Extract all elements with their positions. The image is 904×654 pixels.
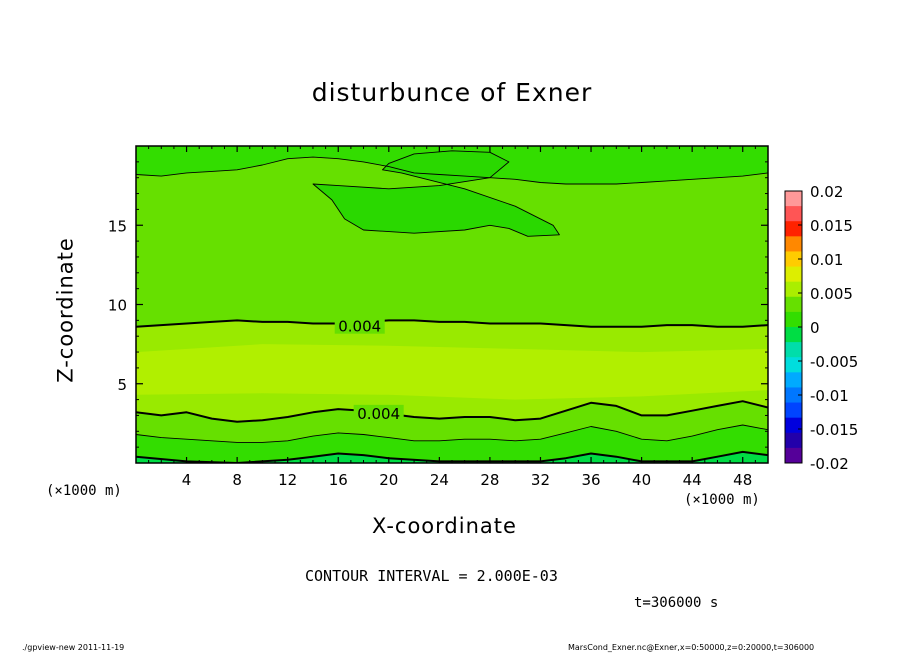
contour-label-0: 0.004 <box>338 318 381 336</box>
x-tick-label-48: 48 <box>733 471 752 489</box>
colorbar-tick-label: -0.015 <box>810 421 858 439</box>
x-tick-label-32: 32 <box>531 471 550 489</box>
colorbar: 0.02 0.015 0.01 0.005 0 -0.005 -0.01 -0.015 -0.0… <box>784 183 858 473</box>
band-0.002-0.004-lower <box>136 401 768 443</box>
x-axis-unit: (×1000 m) <box>684 492 760 508</box>
x-tick-label-8: 8 <box>232 471 242 489</box>
y-tick-label-5: 5 <box>117 376 127 394</box>
contour-interval-note: CONTOUR INTERVAL = 2.000E-03 <box>305 567 558 585</box>
y-tick-label-10: 10 <box>108 297 127 315</box>
colorbar-tick-label: 0.02 <box>810 183 843 201</box>
contour-line-1 <box>136 319 768 328</box>
colorbar-swatch-2 <box>785 221 802 237</box>
contour-label-bg-1 <box>353 404 404 421</box>
time-stamp: t=306000 s <box>634 595 719 611</box>
footer-right: MarsCond_Exner.nc@Exner,x=0:50000,z=0:20… <box>568 643 815 652</box>
band-below-0 <box>136 451 768 463</box>
x-tick-label-24: 24 <box>430 471 449 489</box>
colorbar-swatch-8 <box>785 311 802 328</box>
colorbar-swatch-16 <box>785 432 802 449</box>
x-tick-label-40: 40 <box>632 471 651 489</box>
contour-label-layer: 0.004 0.004 <box>334 317 404 423</box>
colorbar-swatch-9 <box>785 327 802 343</box>
contour-label-1: 0.004 <box>357 405 400 423</box>
y-axis-unit: (×1000 m) <box>46 483 122 499</box>
colorbar-tick-label: -0.005 <box>810 353 858 371</box>
y-axis: 5 10 15 <box>108 161 768 448</box>
contour-fill-layer <box>136 146 768 463</box>
chart-title: disturbunce of Exner <box>311 78 593 107</box>
band-core-max <box>136 344 768 400</box>
x-axis-label: X-coordinate <box>372 514 517 538</box>
closed-region-0 <box>313 150 560 237</box>
x-tick-label-16: 16 <box>329 471 348 489</box>
colorbar-swatch-7 <box>785 296 802 313</box>
x-tick-label-20: 20 <box>379 471 398 489</box>
colorbar-swatch-13 <box>785 387 802 404</box>
colorbar-swatch-15 <box>785 417 802 434</box>
x-tick-label-4: 4 <box>182 471 192 489</box>
colorbar-tick-label: 0.015 <box>810 217 853 235</box>
colorbar-tick-label: -0.02 <box>810 455 849 473</box>
contour-line-2 <box>136 400 768 423</box>
colorbar-tick-label: 0.005 <box>810 285 853 303</box>
colorbar-tick-label: -0.01 <box>810 387 849 405</box>
contour-line-3 <box>136 424 768 443</box>
colorbar-swatch-17 <box>785 447 802 464</box>
colorbar-swatch-11 <box>785 357 802 373</box>
colorbar-tick-label: 0 <box>810 319 820 337</box>
x-tick-label-44: 44 <box>683 471 702 489</box>
band-0.002-0.004-upper <box>136 157 768 327</box>
contour-label-bg-0 <box>334 317 385 334</box>
colorbar-swatch-1 <box>785 206 802 222</box>
colorbar-swatch-12 <box>785 372 802 388</box>
colorbar-swatch-10 <box>785 342 802 358</box>
colorbar-swatch-4 <box>785 251 802 268</box>
x-tick-label-36: 36 <box>581 471 600 489</box>
colorbar-swatch-0 <box>785 191 802 207</box>
closed-contour-line-0 <box>312 150 560 237</box>
y-tick-label-15: 15 <box>108 217 127 235</box>
colorbar-swatch-5 <box>785 266 802 283</box>
contour-line-0 <box>136 156 768 185</box>
colorbar-swatch-6 <box>785 281 802 298</box>
band-0-0.002-lower <box>136 425 768 463</box>
x-tick-label-12: 12 <box>278 471 297 489</box>
colorbar-swatch-14 <box>785 402 802 419</box>
x-tick-label-28: 28 <box>480 471 499 489</box>
colorbar-swatch-3 <box>785 236 802 252</box>
x-axis: 4 8 12 16 20 24 28 32 36 40 44 48 <box>148 146 756 489</box>
colorbar-tick-label: 0.01 <box>810 251 843 269</box>
footer-left: ./gpview-new 2011-11-19 <box>22 643 125 652</box>
